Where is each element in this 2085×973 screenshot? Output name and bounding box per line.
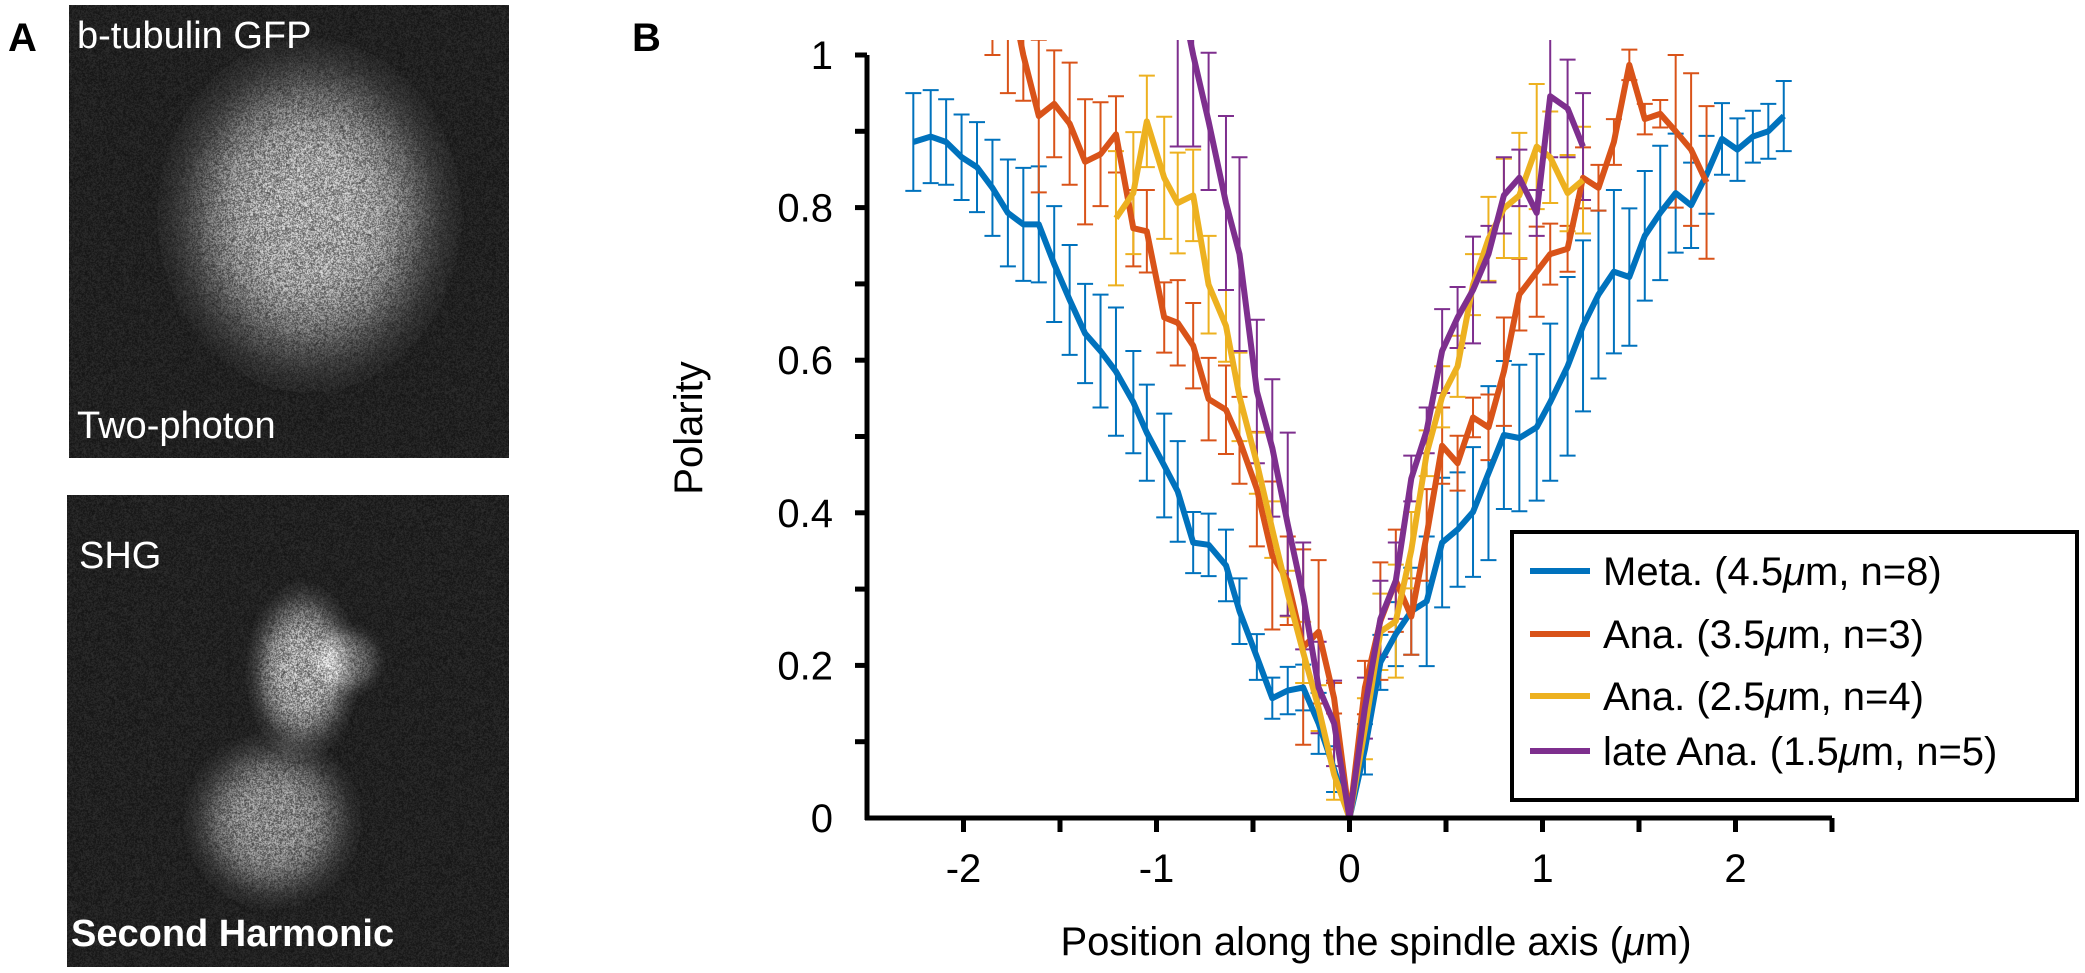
- panel-a-letter: A: [8, 16, 37, 60]
- y-tick-label: 0.8: [777, 187, 833, 231]
- series-layer: [905, 40, 1792, 820]
- legend-label: late Ana. (1.5μm, n=5): [1603, 730, 1997, 774]
- two-photon-image: b-tubulin GFP Two-photon: [69, 5, 509, 458]
- y-tick-label: 0.6: [777, 339, 833, 383]
- legend-label: Ana. (2.5μm, n=4): [1603, 675, 1924, 719]
- legend-label: Ana. (3.5μm, n=3): [1603, 613, 1924, 657]
- panel-b-letter: B: [632, 16, 661, 60]
- axes: -2 -1 0 1 2 0 0.2 0.4 0.6 0.8 1: [777, 34, 1835, 891]
- x-tick-label: 0: [1338, 847, 1360, 891]
- y-tick-label: 1: [811, 34, 833, 78]
- shg-micrograph: [67, 495, 509, 967]
- legend-label: Meta. (4.5μm, n=8): [1603, 550, 1942, 594]
- legend-box: [1510, 530, 2079, 802]
- two-photon-micrograph: [69, 5, 509, 458]
- y-axis-label: Polarity: [667, 361, 711, 494]
- image-label-two-photon: Two-photon: [77, 405, 276, 447]
- x-tick-label: -1: [1139, 847, 1175, 891]
- x-tick-label: 1: [1531, 847, 1553, 891]
- x-axis-label: Position along the spindle axis (μm): [1060, 920, 1691, 964]
- image-label-b-tubulin-gfp: b-tubulin GFP: [77, 15, 312, 57]
- legend: Meta. (4.5μm, n=8) Ana. (3.5μm, n=3) Ana. …: [1510, 530, 2079, 802]
- x-tick-label: 2: [1724, 847, 1746, 891]
- y-tick-label: 0.2: [777, 644, 833, 688]
- y-tick-label: 0: [811, 797, 833, 841]
- shg-image: SHG Second Harmonic: [67, 495, 509, 967]
- y-tick-label: 0.4: [777, 492, 833, 536]
- image-label-second-harmonic: Second Harmonic: [71, 913, 395, 955]
- x-tick-label: -2: [946, 847, 982, 891]
- image-label-shg: SHG: [79, 535, 162, 577]
